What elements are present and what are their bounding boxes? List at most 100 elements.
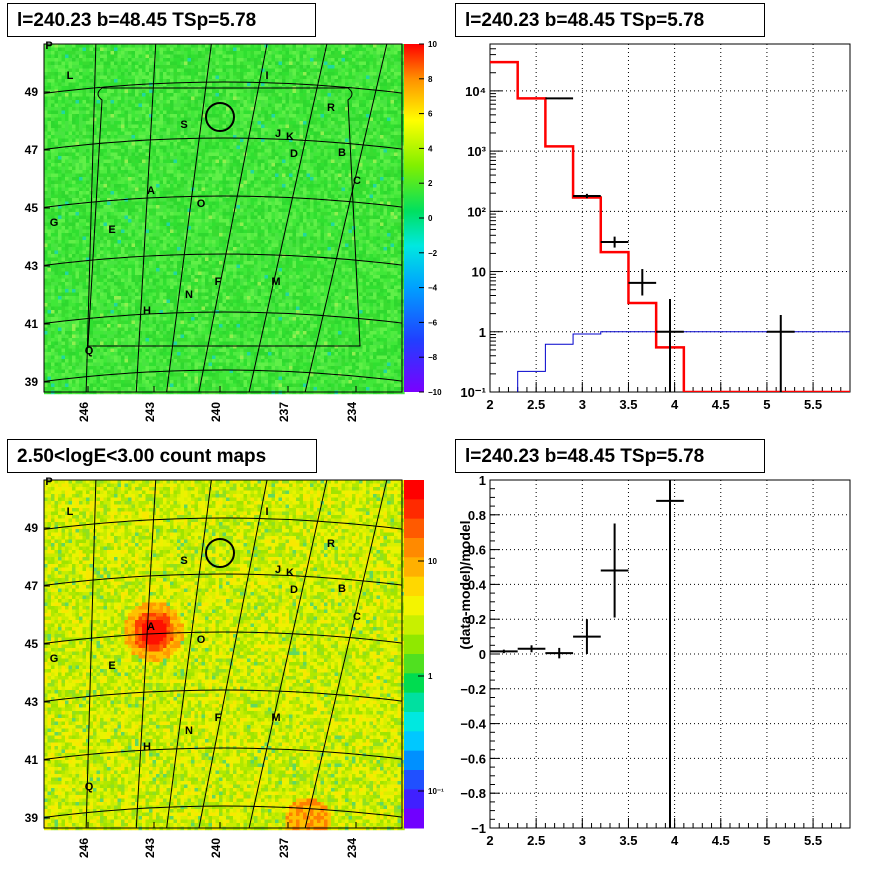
colorbar-tick-label: −4 (428, 284, 438, 293)
x-tick-label: 2 (486, 833, 493, 848)
map-y-tick-label: 45 (25, 201, 39, 215)
source-label: C (353, 175, 361, 187)
source-label: O (197, 198, 206, 210)
x-tick-label: 4 (671, 833, 679, 848)
colorbar-band (404, 519, 424, 539)
colorbar-band (404, 751, 424, 771)
residual-point (490, 650, 518, 653)
source-label: J (275, 564, 281, 576)
data-point (628, 269, 656, 295)
source-label: M (271, 712, 280, 724)
x-tick-label: 5 (763, 833, 770, 848)
map-y-tick-label: 49 (25, 521, 39, 535)
colorbar-band (404, 731, 424, 751)
map-x-tick-label: 237 (277, 402, 291, 422)
source-label: D (290, 148, 298, 160)
colorbar-band (404, 577, 424, 597)
source-label: G (50, 217, 59, 229)
map-y-tick-label: 45 (25, 637, 39, 651)
x-tick-label: 5 (763, 397, 770, 412)
map-y-tick-label: 43 (25, 259, 39, 273)
x-tick-label: 3.5 (619, 397, 637, 412)
source-label: K (286, 131, 294, 143)
colorbar-tick-label: 0 (428, 214, 433, 223)
x-tick-label: 3.5 (619, 833, 637, 848)
y-tick-label: 10 (472, 265, 486, 280)
map-pixels (44, 44, 405, 394)
y-tick-label: 1 (479, 325, 486, 340)
source-label: H (143, 305, 151, 317)
source-label: B (338, 147, 346, 159)
colorbar-tick-label: 10⁻¹ (428, 787, 444, 796)
colorbar-band (404, 480, 424, 500)
source-label: Q (85, 781, 94, 793)
y-tick-label: −0.4 (460, 717, 486, 732)
colorbar-band (404, 615, 424, 635)
colorbar-tick-label: −8 (428, 353, 438, 362)
source-label: D (290, 584, 298, 596)
colorbar-tick-label: 2 (428, 179, 433, 188)
source-label: I (265, 506, 268, 518)
colorbar-tick-label: 4 (428, 144, 433, 153)
y-tick-label: −1 (471, 821, 486, 836)
colorbar-band (404, 693, 424, 713)
x-tick-label: 3 (579, 833, 586, 848)
map-x-tick-label: 240 (209, 402, 223, 422)
y-axis-title: (data-model)/model (457, 520, 473, 649)
x-tick-label: 4 (671, 397, 679, 412)
colorbar-tick-label: −6 (428, 318, 438, 327)
source-label: L (67, 506, 74, 518)
data-point (656, 299, 684, 392)
residual-point (573, 619, 601, 654)
data-point (767, 315, 795, 392)
colorbar-band (404, 809, 424, 829)
x-tick-label: 4.5 (712, 833, 730, 848)
colorbar-band (404, 557, 424, 577)
source-label: E (108, 660, 115, 672)
source-label: R (327, 102, 335, 114)
map-y-tick-label: 39 (25, 811, 39, 825)
y-tick-label: −0.2 (460, 682, 486, 697)
map-x-tick-label: 246 (77, 402, 91, 422)
colorbar-band (404, 499, 424, 519)
colorbar-tick-label: −10 (428, 388, 442, 397)
map-pixels (44, 480, 405, 830)
colorbar-tick-label: 6 (428, 110, 433, 119)
colorbar-band (404, 712, 424, 732)
map-x-tick-label: 243 (143, 402, 157, 422)
map-x-tick-label: 243 (143, 838, 157, 858)
source-label: A (147, 185, 155, 197)
map-y-tick-label: 43 (25, 695, 39, 709)
source-label: P (45, 476, 52, 488)
source-label: M (271, 276, 280, 288)
source-label: P (45, 40, 52, 52)
data-point (601, 237, 629, 248)
map-y-tick-label: 47 (25, 143, 39, 157)
source-label: C (353, 611, 361, 623)
source-label: B (338, 583, 346, 595)
x-tick-label: 4.5 (712, 397, 730, 412)
map-x-tick-label: 234 (345, 838, 359, 858)
x-tick-label: 2 (486, 397, 493, 412)
y-tick-label: 10² (467, 204, 486, 219)
source-label: I (265, 70, 268, 82)
colorbar-tick-label: 1 (428, 672, 433, 681)
map-y-tick-label: 39 (25, 375, 39, 389)
y-tick-label: 10⁻¹ (460, 385, 486, 400)
source-label: J (275, 128, 281, 140)
map-y-tick-label: 49 (25, 85, 39, 99)
map-y-tick-label: 41 (25, 753, 39, 767)
colorbar-band (404, 635, 424, 655)
colorbar-tick-label: 10 (428, 557, 437, 566)
residual-point (656, 480, 684, 828)
data-point (545, 98, 573, 99)
colorbar-band (404, 654, 424, 674)
residual-point (601, 524, 629, 618)
map-y-tick-label: 47 (25, 579, 39, 593)
x-tick-label: 2.5 (527, 397, 545, 412)
map-x-tick-label: 234 (345, 402, 359, 422)
colorbar-band (404, 789, 424, 809)
